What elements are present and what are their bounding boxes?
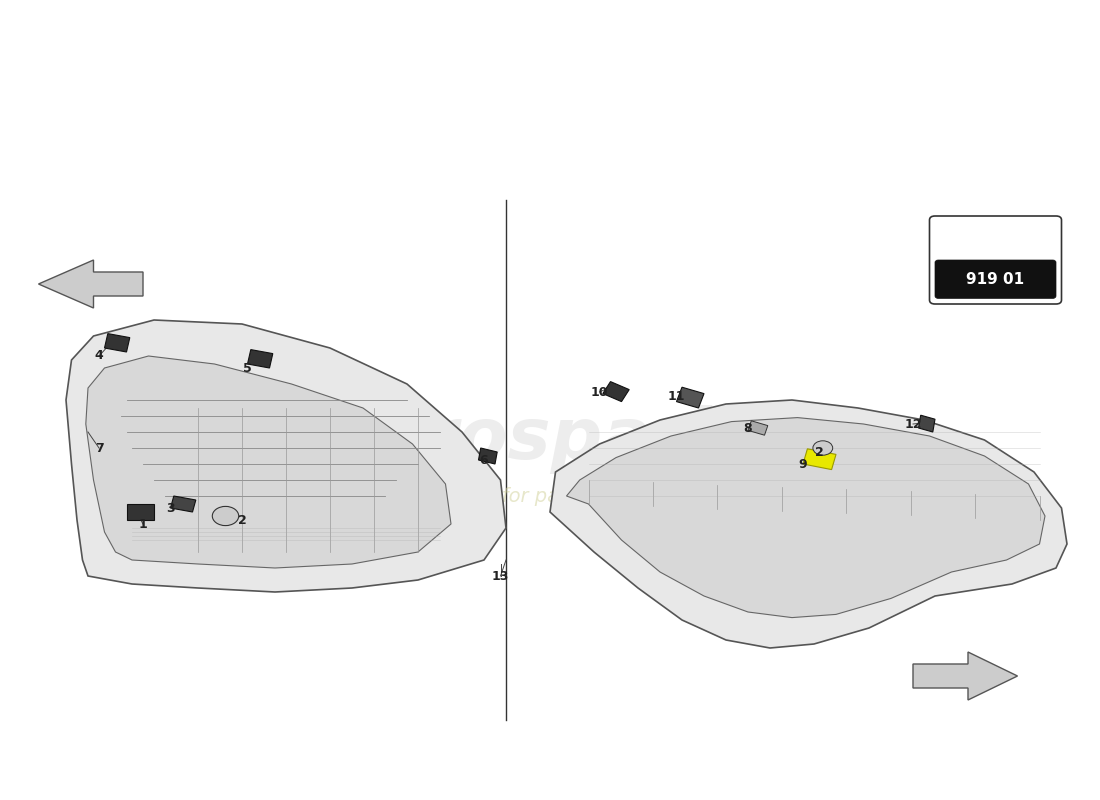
Text: a passion for parts since 1965: a passion for parts since 1965: [403, 486, 697, 506]
Polygon shape: [803, 449, 836, 470]
Polygon shape: [550, 400, 1067, 648]
Polygon shape: [104, 334, 130, 352]
Text: 4: 4: [95, 350, 103, 362]
Text: 9: 9: [799, 458, 807, 470]
FancyBboxPatch shape: [935, 260, 1056, 298]
Text: 10: 10: [591, 386, 608, 398]
Polygon shape: [66, 320, 506, 592]
Polygon shape: [126, 504, 154, 520]
Polygon shape: [478, 448, 497, 464]
Polygon shape: [566, 418, 1045, 618]
Polygon shape: [603, 382, 629, 402]
FancyBboxPatch shape: [930, 216, 1062, 304]
Text: 6: 6: [480, 454, 488, 466]
Text: 1: 1: [139, 518, 147, 530]
Text: 7: 7: [95, 442, 103, 454]
Polygon shape: [913, 652, 1018, 700]
Text: 12: 12: [904, 418, 922, 430]
Polygon shape: [39, 260, 143, 308]
Circle shape: [813, 441, 833, 455]
Polygon shape: [748, 421, 768, 435]
Polygon shape: [170, 496, 196, 512]
Text: 13: 13: [492, 570, 509, 582]
Polygon shape: [248, 350, 273, 368]
Text: 919 01: 919 01: [967, 272, 1024, 286]
Text: 3: 3: [166, 502, 175, 514]
Text: 8: 8: [744, 422, 752, 434]
Polygon shape: [676, 387, 704, 408]
Text: 11: 11: [668, 390, 685, 402]
Text: 5: 5: [243, 362, 252, 374]
Text: eurosparks: eurosparks: [322, 406, 778, 474]
Text: 2: 2: [238, 514, 246, 526]
Polygon shape: [86, 356, 451, 568]
Polygon shape: [918, 415, 935, 432]
Text: 2: 2: [815, 446, 824, 458]
Circle shape: [212, 506, 239, 526]
